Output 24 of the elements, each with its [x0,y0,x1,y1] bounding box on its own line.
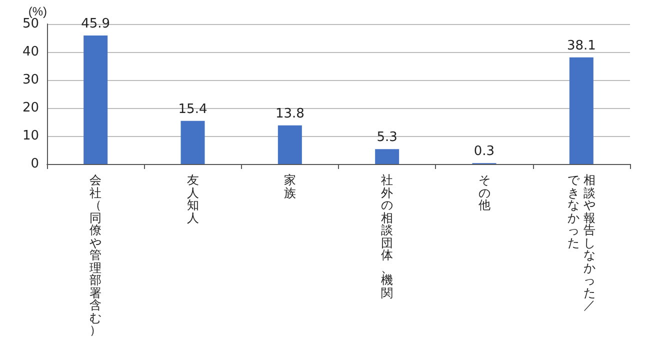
y-tick-label: 0 [30,156,39,172]
category-label: 相談や報告しなかった／できなかった [567,173,596,312]
data-label: 38.1 [566,38,596,54]
y-tick-label: 30 [22,72,39,88]
data-label: 13.8 [275,106,304,122]
y-axis-title: (%) [28,4,47,19]
x-tick-label: その他 [477,173,492,212]
category-label: 会社（同僚や管理部署含む） [90,173,102,337]
data-label: 15.4 [178,102,208,117]
bar [569,57,594,164]
y-tick-label: 50 [22,16,39,32]
data-label: 5.3 [376,130,398,146]
bar [278,125,302,164]
data-label: 0.3 [474,144,495,160]
bar [180,120,205,164]
x-tick-label: 友人知人 [186,173,200,225]
category-label: 社外の相談団体、機関 [381,173,394,300]
bar [84,35,108,164]
bar [375,149,400,164]
y-tick-label: 20 [22,100,39,116]
x-tick-label: 家族 [282,173,297,200]
data-label: 45.9 [81,16,110,32]
y-tick-label: 10 [22,128,39,144]
y-tick-label: 40 [22,44,39,60]
